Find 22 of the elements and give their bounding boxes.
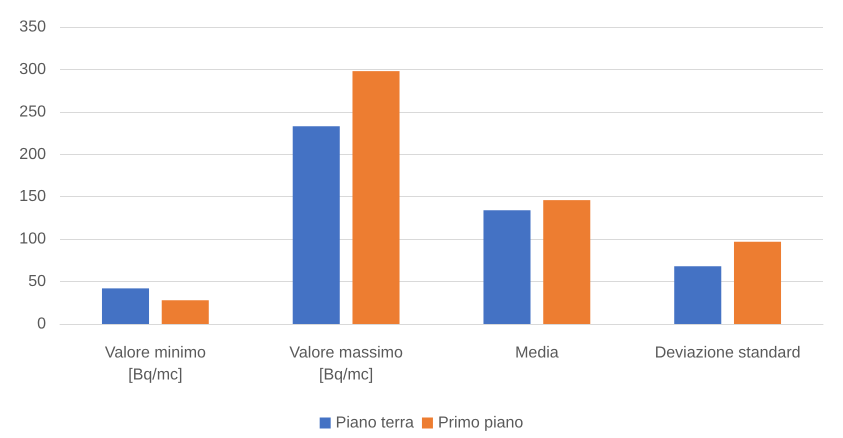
y-tick-label: 150 bbox=[19, 188, 46, 206]
bar bbox=[102, 288, 150, 324]
y-tick-label: 100 bbox=[19, 230, 46, 248]
bar bbox=[543, 200, 590, 324]
bar bbox=[162, 300, 209, 324]
bar bbox=[352, 71, 400, 324]
legend-label: Piano terra bbox=[336, 414, 414, 432]
x-tick-label: Deviazione standard bbox=[654, 344, 801, 362]
bar bbox=[483, 210, 531, 324]
y-tick-label: 200 bbox=[19, 146, 46, 163]
y-tick-label: 300 bbox=[19, 60, 46, 78]
x-tick-label: Valore massimo [Bq/mc] bbox=[289, 344, 403, 384]
y-tick-label: 250 bbox=[19, 103, 46, 120]
y-tick-label: 350 bbox=[19, 18, 46, 36]
legend-label: Primo piano bbox=[438, 414, 524, 432]
y-tick-label: 50 bbox=[28, 273, 46, 290]
y-tick-label: 0 bbox=[37, 316, 46, 332]
bar bbox=[674, 266, 722, 324]
x-tick-label: Valore minimo [Bq/mc] bbox=[104, 344, 206, 384]
x-tick-label: Media bbox=[515, 344, 559, 362]
bar bbox=[292, 126, 340, 324]
bar bbox=[734, 242, 782, 324]
